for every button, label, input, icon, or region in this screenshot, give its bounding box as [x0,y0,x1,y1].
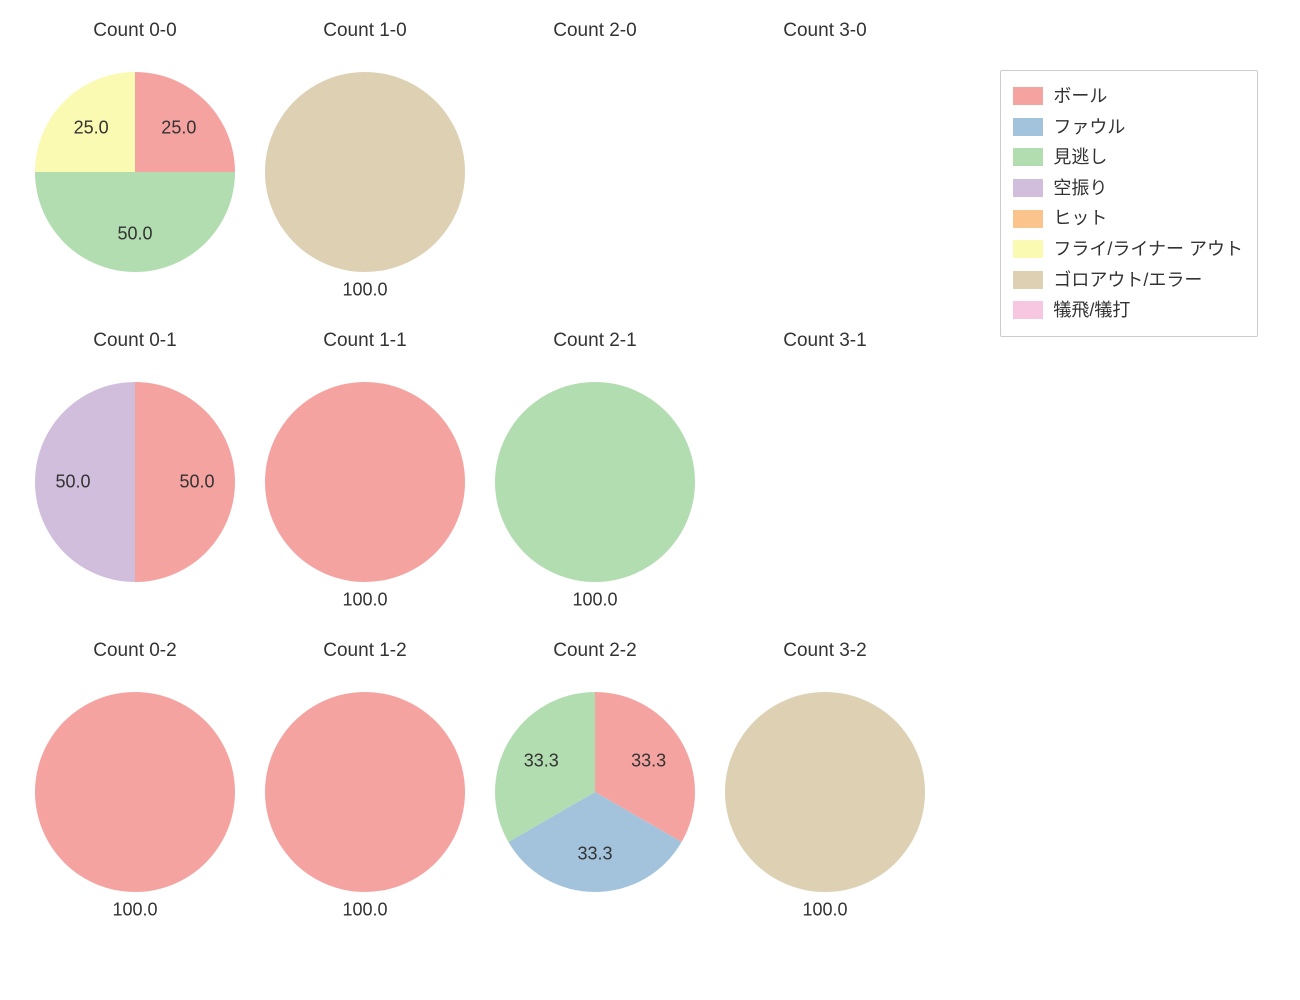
pie-title-c32: Count 3-2 [710,640,940,662]
pie-title-c02: Count 0-2 [20,640,250,662]
pie-slice-c02-ball [35,692,235,892]
pie-slice-c00-look [35,172,235,272]
pie-cell-c11: Count 1-1 100.0 [250,330,480,640]
legend-swatch-ball [1013,87,1043,105]
pie-wrap-c32: 100.0 [725,692,925,892]
pie-slice-label-c10-groundout: 100.0 [342,280,387,301]
pie-cell-c31: Count 3-1 [710,330,940,640]
legend-swatch-flyout [1013,240,1043,258]
legend-swatch-groundout [1013,271,1043,289]
legend-item-swing: 空振り [1013,173,1243,204]
legend-item-look: 見逃し [1013,142,1243,173]
pie-wrap-c11: 100.0 [265,382,465,582]
pie-slice-c12-ball [265,692,465,892]
pie-chart-c01 [35,382,235,582]
pie-wrap-c12: 100.0 [265,692,465,892]
legend-label-hit: ヒット [1053,203,1107,234]
pie-wrap-c00: 25.050.025.0 [35,72,235,272]
pie-title-c21: Count 2-1 [480,330,710,352]
pie-title-c20: Count 2-0 [480,20,710,42]
pie-title-c00: Count 0-0 [20,20,250,42]
pie-chart-c22 [495,692,695,892]
pie-cell-c30: Count 3-0 [710,20,940,330]
pie-slice-c01-swing [35,382,135,582]
pie-chart-c00 [35,72,235,272]
legend-label-look: 見逃し [1053,142,1107,173]
chart-canvas: Count 0-025.050.025.0Count 1-0100.0Count… [0,0,1300,1000]
legend-swatch-look [1013,148,1043,166]
pie-cell-c20: Count 2-0 [480,20,710,330]
legend-item-hit: ヒット [1013,203,1243,234]
pie-slice-label-c02-ball: 100.0 [112,900,157,921]
legend-swatch-hit [1013,210,1043,228]
pie-title-c01: Count 0-1 [20,330,250,352]
pie-wrap-c01: 50.050.0 [35,382,235,582]
pie-wrap-c30 [725,72,925,272]
legend-item-ball: ボール [1013,81,1243,112]
pie-cell-c21: Count 2-1 100.0 [480,330,710,640]
pie-slice-label-c12-ball: 100.0 [342,900,387,921]
pie-cell-c02: Count 0-2 100.0 [20,640,250,950]
pie-slice-label-c21-look: 100.0 [572,590,617,611]
pie-title-c30: Count 3-0 [710,20,940,42]
legend-swatch-foul [1013,118,1043,136]
pie-title-c22: Count 2-2 [480,640,710,662]
legend-swatch-swing [1013,179,1043,197]
pie-slice-c10-groundout [265,72,465,272]
pie-chart-c10 [265,72,465,272]
pie-grid: Count 0-025.050.025.0Count 1-0100.0Count… [20,20,940,950]
pie-wrap-c20 [495,72,695,272]
pie-wrap-c02: 100.0 [35,692,235,892]
pie-cell-c10: Count 1-0 100.0 [250,20,480,330]
pie-wrap-c31 [725,382,925,582]
legend-label-swing: 空振り [1053,173,1107,204]
legend: ボールファウル見逃し空振りヒットフライ/ライナー アウトゴロアウト/エラー犠飛/… [1000,70,1258,337]
pie-slice-c11-ball [265,382,465,582]
legend-item-foul: ファウル [1013,112,1243,143]
legend-label-groundout: ゴロアウト/エラー [1053,265,1202,296]
pie-chart-c02 [35,692,235,892]
pie-chart-c21 [495,382,695,582]
pie-wrap-c10: 100.0 [265,72,465,272]
pie-slice-c32-groundout [725,692,925,892]
pie-slice-label-c11-ball: 100.0 [342,590,387,611]
legend-label-flyout: フライ/ライナー アウト [1053,234,1243,265]
pie-slice-label-c32-groundout: 100.0 [802,900,847,921]
pie-slice-c21-look [495,382,695,582]
pie-title-c11: Count 1-1 [250,330,480,352]
legend-item-sac: 犠飛/犠打 [1013,295,1243,326]
pie-slice-c00-flyout [35,72,135,172]
legend-label-sac: 犠飛/犠打 [1053,295,1130,326]
pie-cell-c32: Count 3-2 100.0 [710,640,940,950]
pie-wrap-c22: 33.333.333.3 [495,692,695,892]
pie-chart-c11 [265,382,465,582]
legend-label-ball: ボール [1053,81,1107,112]
legend-swatch-sac [1013,301,1043,319]
pie-title-c10: Count 1-0 [250,20,480,42]
legend-item-groundout: ゴロアウト/エラー [1013,265,1243,296]
pie-wrap-c21: 100.0 [495,382,695,582]
pie-cell-c00: Count 0-0 25.050.025.0 [20,20,250,330]
pie-slice-c00-ball [135,72,235,172]
legend-label-foul: ファウル [1053,112,1125,143]
pie-chart-c32 [725,692,925,892]
pie-slice-c01-ball [135,382,235,582]
pie-cell-c01: Count 0-1 50.050.0 [20,330,250,640]
pie-cell-c12: Count 1-2 100.0 [250,640,480,950]
pie-title-c31: Count 3-1 [710,330,940,352]
legend-item-flyout: フライ/ライナー アウト [1013,234,1243,265]
pie-chart-c12 [265,692,465,892]
pie-title-c12: Count 1-2 [250,640,480,662]
pie-cell-c22: Count 2-2 33.333.333.3 [480,640,710,950]
